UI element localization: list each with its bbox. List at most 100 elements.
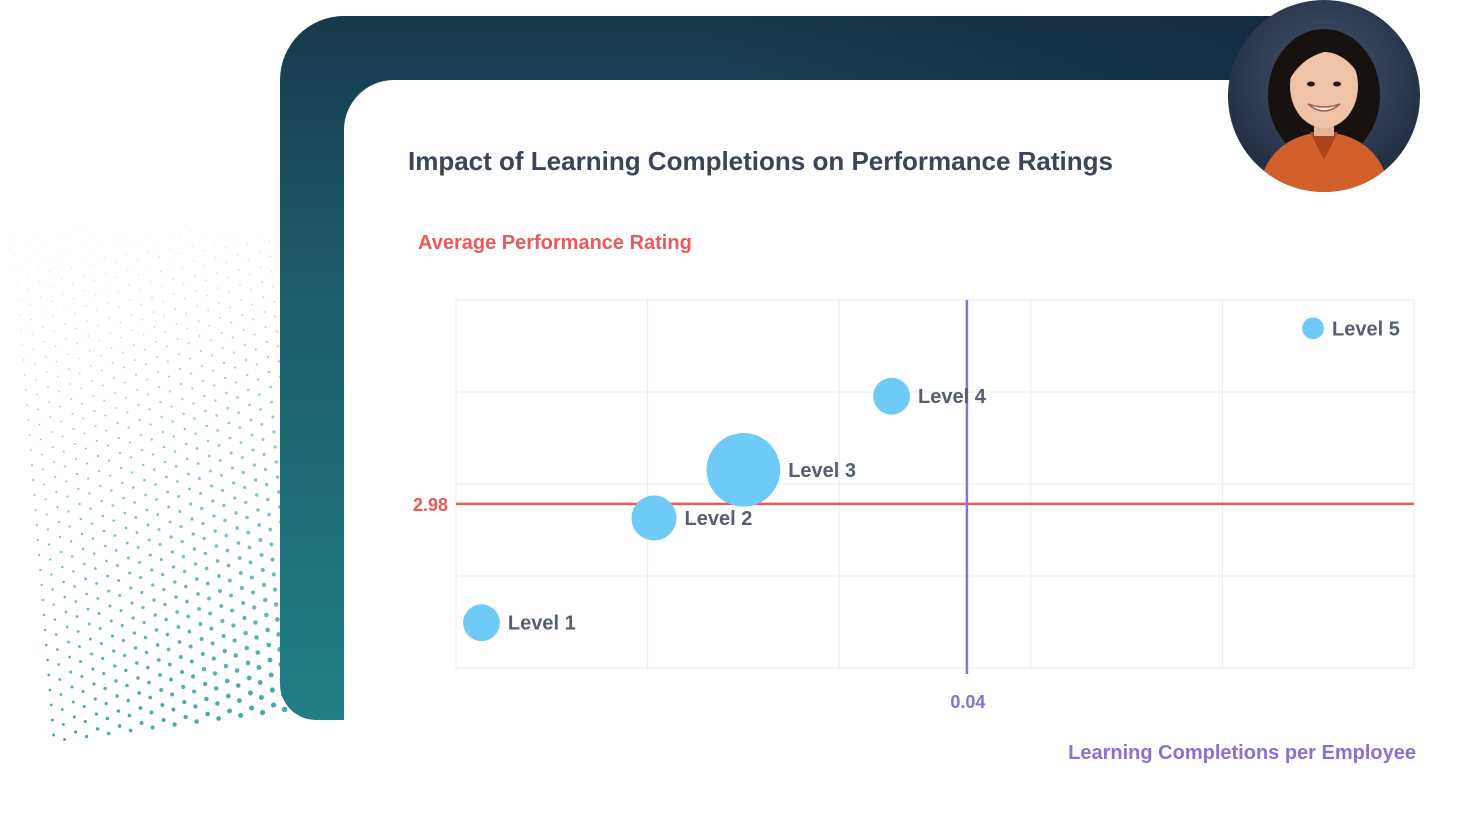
dot-pattern-dot	[186, 614, 191, 619]
dot-pattern-dot	[73, 442, 76, 446]
dot-pattern-dot	[50, 718, 54, 722]
dot-pattern-dot	[79, 660, 83, 663]
dot-pattern-dot	[124, 381, 126, 384]
dot-pattern-dot	[227, 708, 233, 714]
dot-pattern-dot	[248, 560, 253, 565]
dot-pattern-dot	[63, 737, 67, 742]
dot-pattern-dot	[41, 598, 44, 602]
dot-pattern-dot	[196, 305, 199, 307]
x-axis-label: Learning Completions per Employee	[1068, 742, 1416, 764]
dot-pattern-dot	[52, 603, 56, 606]
dot-pattern-dot	[133, 359, 136, 361]
dot-pattern-dot	[103, 257, 105, 259]
dot-pattern-dot	[274, 315, 277, 318]
dot-pattern-dot	[117, 724, 122, 728]
dot-pattern-dot	[213, 242, 216, 244]
dot-pattern-dot	[122, 366, 125, 369]
dot-pattern-dot	[154, 628, 159, 632]
dot-pattern-dot	[238, 571, 243, 575]
dot-pattern-dot	[89, 365, 92, 367]
dot-pattern-dot	[231, 481, 236, 485]
dot-pattern-dot	[183, 714, 188, 720]
dot-pattern-dot	[245, 515, 249, 520]
dot-pattern-dot	[81, 547, 85, 551]
dot-pattern-dot	[236, 541, 241, 545]
dot-pattern-dot	[174, 308, 177, 310]
dot-pattern-dot	[85, 592, 89, 596]
dot-pattern-dot	[166, 647, 171, 652]
dot-pattern-dot	[200, 651, 205, 657]
dot-pattern-dot	[190, 517, 194, 521]
dot-pattern-dot	[97, 324, 99, 327]
dot-pattern-dot	[136, 258, 138, 261]
dot-pattern-dot	[152, 311, 155, 313]
dot-pattern-dot	[196, 592, 200, 596]
dot-pattern-dot	[259, 408, 262, 411]
dot-pattern-dot	[207, 309, 210, 312]
dot-pattern-dot	[144, 363, 147, 366]
dot-pattern-dot	[88, 637, 92, 641]
dot-pattern-dot	[74, 312, 76, 315]
dot-pattern-dot	[119, 321, 121, 324]
dot-pattern-dot	[162, 300, 164, 303]
dot-pattern-dot	[204, 566, 209, 571]
dot-pattern-dot	[81, 689, 85, 694]
dot-pattern-dot	[191, 532, 195, 536]
dot-pattern-dot	[74, 457, 78, 461]
dot-pattern-dot	[121, 351, 124, 354]
dot-pattern-dot	[71, 700, 75, 704]
dot-pattern-dot	[72, 570, 75, 573]
dot-pattern-dot	[190, 674, 196, 679]
dot-pattern-dot	[70, 555, 74, 558]
dot-pattern-dot	[205, 581, 210, 586]
dot-pattern-dot	[219, 603, 224, 609]
dot-pattern-dot	[57, 663, 60, 666]
dot-pattern-dot	[46, 528, 49, 531]
dot-pattern-dot	[249, 575, 254, 580]
dot-pattern-dot	[251, 303, 254, 306]
dot-pattern-dot	[63, 595, 67, 599]
dot-pattern-dot	[15, 269, 17, 271]
dot-pattern-dot	[57, 520, 60, 524]
dot-pattern-dot	[193, 562, 198, 566]
dot-pattern-dot	[192, 260, 195, 262]
dot-pattern-dot	[257, 236, 260, 238]
dot-pattern-dot	[85, 462, 89, 465]
dot-pattern-dot	[212, 514, 216, 518]
dot-pattern-dot	[38, 553, 41, 557]
dot-pattern-dot	[182, 412, 185, 416]
dot-pattern-dot	[102, 242, 104, 244]
dot-pattern-dot	[240, 455, 244, 460]
dot-pattern-dot	[48, 401, 51, 403]
dot-pattern-dot	[56, 648, 59, 651]
dot-pattern-dot	[114, 261, 116, 264]
dot-pattern-dot	[141, 318, 143, 321]
dot-pattern-dot	[165, 632, 170, 637]
dot-pattern-dot	[128, 441, 131, 444]
dot-pattern-dot	[194, 432, 198, 435]
dot-pattern-dot	[106, 287, 108, 289]
dot-pattern-dot	[67, 640, 70, 644]
dot-pattern-dot	[50, 573, 53, 576]
dot-pattern-dot	[155, 356, 158, 358]
dot-pattern-dot	[25, 389, 27, 391]
dot-pattern-dot	[72, 715, 76, 719]
dot-pattern-dot	[255, 363, 259, 366]
dot-pattern-dot	[131, 616, 135, 620]
dot-pattern-dot	[184, 584, 188, 589]
dot-pattern-dot	[137, 273, 140, 276]
dot-pattern-dot	[177, 353, 180, 355]
dot-pattern-dot	[75, 327, 77, 330]
dot-pattern-dot	[159, 270, 162, 273]
dot-pattern-dot	[195, 447, 199, 450]
dot-pattern-dot	[249, 273, 251, 276]
dot-pattern-dot	[67, 368, 70, 370]
dot-pattern-dot	[69, 540, 73, 543]
dot-pattern-dot	[197, 607, 202, 611]
dot-pattern-dot	[93, 279, 96, 282]
dot-pattern-dot	[199, 491, 203, 496]
dot-pattern-dot	[219, 317, 222, 319]
dot-pattern-dot	[192, 547, 197, 551]
dot-pattern-dot	[258, 393, 261, 396]
dot-pattern-dot	[269, 687, 275, 693]
